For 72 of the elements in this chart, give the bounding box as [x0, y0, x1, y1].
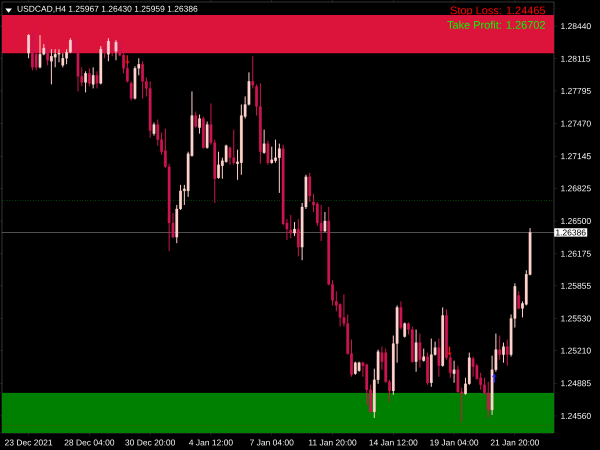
- candlestick: [96, 70, 98, 89]
- x-tick-label: 4 Jan 12:00: [189, 440, 233, 446]
- y-tick-label: 1.25530: [561, 315, 591, 322]
- y-tick-label: 1.26500: [561, 218, 591, 224]
- candlestick: [262, 129, 266, 154]
- candlestick: [502, 342, 505, 364]
- candlestick: [46, 40, 49, 66]
- candlestick: [418, 333, 422, 368]
- y-tick-label: 1.28115: [561, 56, 590, 62]
- y-tick-label: 1.26175: [561, 250, 591, 257]
- chart-title: USDCAD,H4 1.25967 1.26430 1.25959 1.26386: [18, 6, 198, 13]
- candlestick: [198, 114, 201, 134]
- x-tick-label: 19 Jan 04:00: [430, 440, 478, 446]
- y-tick-label: 1.24560: [561, 412, 591, 419]
- y-tick-label: 1.26825: [561, 185, 591, 192]
- candlestick: [130, 80, 133, 101]
- candlestick: [293, 222, 296, 237]
- candlestick: [38, 34, 42, 69]
- x-tick-label: 28 Dec 04:00: [64, 440, 114, 446]
- candlestick: [50, 48, 53, 85]
- candlestick: [194, 111, 198, 128]
- candlestick: [58, 48, 60, 63]
- candlestick: [358, 361, 360, 372]
- candlestick: [354, 361, 357, 376]
- candlestick: [452, 360, 456, 384]
- candlestick: [517, 290, 520, 310]
- candlestick: [92, 66, 95, 89]
- y-tick-label: 1.27795: [561, 88, 591, 94]
- y-tick-label: 1.27145: [561, 153, 591, 160]
- y-tick-label: 1.27470: [561, 120, 591, 127]
- x-tick-label: 14 Jan 12:00: [369, 440, 418, 446]
- candlestick: [27, 34, 30, 59]
- candlestick: [217, 151, 220, 180]
- candlestick: [414, 329, 418, 372]
- candlestick: [324, 211, 326, 233]
- ref-line-label: 1.26386: [556, 229, 586, 236]
- candlestick: [506, 339, 509, 366]
- x-tick-label: 23 Dec 2021: [5, 440, 52, 446]
- candlestick: [296, 218, 300, 257]
- candlestick: [114, 40, 118, 61]
- annotation: Stop Loss: 1.24465: [450, 6, 546, 16]
- y-tick-label: 1.28440: [561, 23, 591, 30]
- candlestick: [152, 122, 156, 136]
- candlestick: [103, 42, 106, 59]
- y-tick-label: 1.25855: [561, 282, 591, 289]
- candlestick: [438, 338, 440, 378]
- candlestick: [232, 129, 236, 166]
- candlestick: [289, 214, 292, 239]
- candlestick: [110, 38, 114, 57]
- candlestick: [141, 60, 144, 99]
- y-tick-label: 1.25210: [561, 348, 591, 354]
- candlestick: [422, 348, 426, 362]
- candlestick: [486, 381, 490, 418]
- candlestick: [106, 38, 110, 62]
- x-tick-label: 30 Dec 20:00: [125, 440, 176, 446]
- y-tick-label: 1.24885: [561, 380, 591, 386]
- x-tick-label: 21 Jan 20:00: [490, 440, 540, 446]
- candlestick: [266, 140, 270, 166]
- candlestick: [206, 121, 209, 150]
- candlestick: [88, 68, 91, 87]
- candlestick: [84, 70, 87, 93]
- candlestick: [498, 335, 502, 360]
- x-tick-label: 11 Jan 20:00: [308, 440, 356, 446]
- candlestick: [403, 322, 406, 338]
- candlestick: [400, 300, 402, 330]
- candlestick: [274, 139, 277, 164]
- annotation: Take Profit: 1.26702: [447, 20, 545, 29]
- candlestick: [61, 52, 64, 68]
- x-tick-label: 7 Jan 04:00: [250, 440, 294, 446]
- candlestick: [472, 356, 474, 378]
- candlestick: [320, 204, 322, 242]
- candlestick: [278, 143, 281, 194]
